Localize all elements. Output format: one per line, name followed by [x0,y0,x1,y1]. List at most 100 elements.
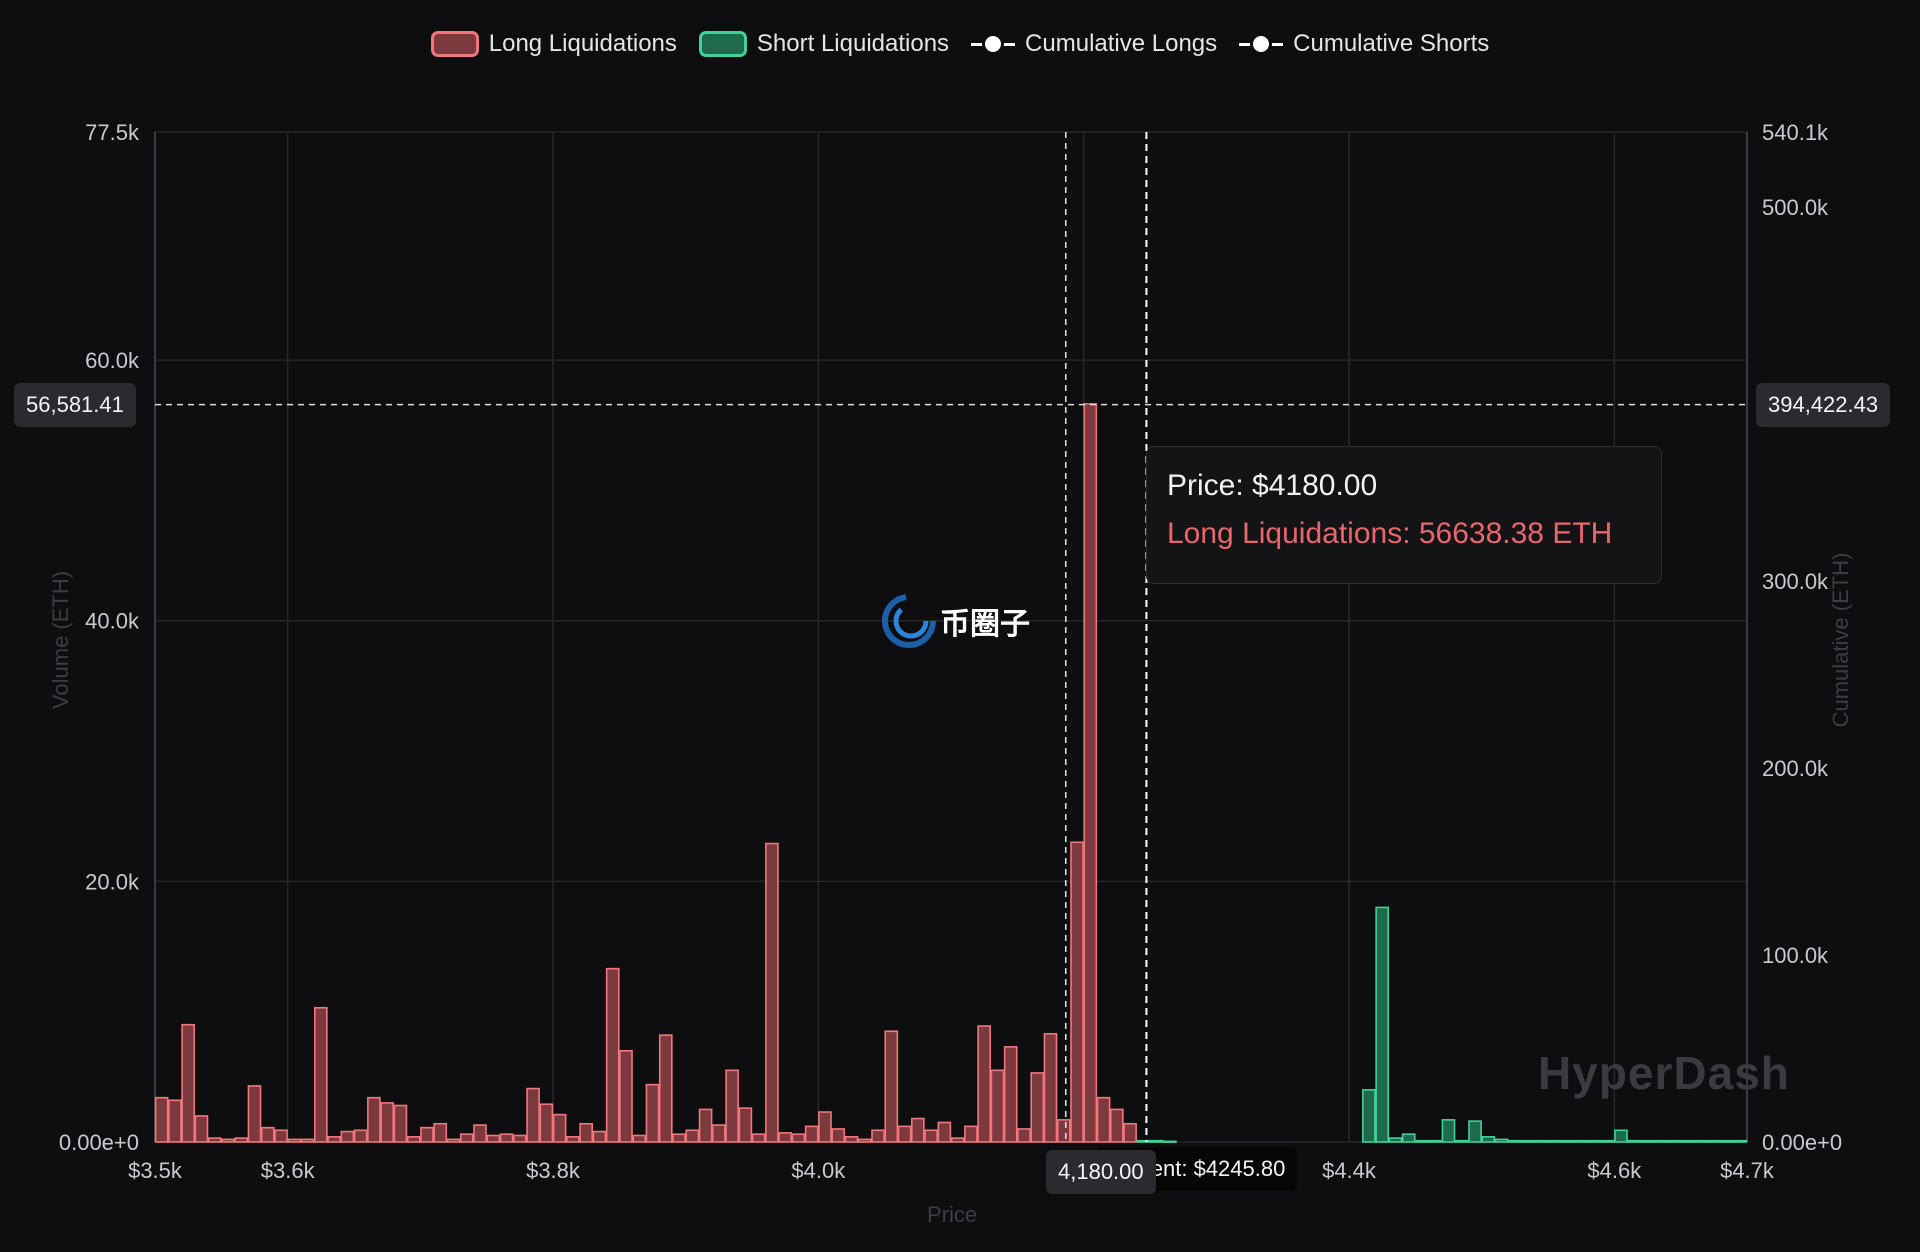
x-tick-label: $4.4k [1322,1158,1377,1183]
liquidation-bar [857,1138,872,1143]
chart-legend: Long Liquidations Short Liquidations Cum… [0,30,1920,58]
legend-item-long-liquidations[interactable]: Long Liquidations [430,30,677,58]
liquidation-bar [1574,1139,1588,1143]
liquidation-bar [1110,1108,1124,1143]
liquidation-bar [260,1126,275,1143]
liquidation-bar [897,1125,912,1143]
liquidation-bar [1428,1139,1443,1143]
liquidation-bar [367,1096,381,1143]
cumulative-longs-line-swatch [971,31,1016,57]
liquidation-bar [1083,403,1098,1143]
liquidation-bars [154,403,1748,1143]
y2-tick-label: 200.0k [1762,756,1829,781]
liquidation-bar [234,1137,249,1143]
liquidation-bar [844,1135,859,1143]
liquidation-bar [977,1025,992,1143]
liquidation-bar [791,1133,806,1143]
liquidation-bar [552,1113,567,1143]
liquidation-bar [1454,1139,1469,1143]
liquidation-bar [1561,1139,1575,1143]
y2-tick-label: 0.00e+0 [1762,1130,1842,1155]
legend-label-cumulative-shorts: Cumulative Shorts [1293,30,1490,57]
crosshair-y-right-label: 394,422.43 [1756,383,1891,427]
liquidation-bar [287,1138,302,1143]
liquidation-bar [1707,1139,1721,1143]
liquidation-bar [1733,1139,1748,1143]
liquidation-bar [221,1138,235,1143]
liquidation-bar [154,1096,169,1143]
liquidation-bar [1468,1120,1482,1143]
liquidation-bar [1096,1096,1111,1143]
liquidation-bar [512,1134,527,1143]
y-tick-label: 20.0k [85,869,140,894]
liquidation-bar [406,1135,421,1143]
liquidation-bar [950,1137,965,1143]
y2-axis-title: Cumulative (ETH) [1828,553,1853,728]
y-tick-label: 40.0k [85,609,140,634]
liquidation-bar [1667,1139,1681,1143]
liquidation-bar [1056,1119,1071,1143]
grid-lines [154,131,1748,1143]
x-tick-label: $4.7k [1720,1158,1775,1183]
legend-item-cumulative-shorts[interactable]: Cumulative Shorts [1239,30,1489,58]
liquidation-bar [592,1130,607,1143]
liquidation-bar [645,1083,660,1143]
liquidation-bar [1627,1139,1642,1143]
liquidation-bar [725,1069,739,1143]
liquidation-bar [1720,1139,1734,1143]
liquidation-bar [393,1104,408,1143]
y-axis-title: Volume (ETH) [48,571,73,709]
liquidation-bar [446,1138,461,1143]
liquidation-bar [181,1023,195,1143]
liquidation-bar [486,1134,501,1143]
liquidation-bar [778,1132,793,1143]
liquidation-bar [1123,1122,1137,1143]
liquidation-bar [539,1103,554,1143]
liquidation-bar [1521,1139,1535,1143]
y2-tick-label: 300.0k [1762,569,1829,594]
liquidation-bar [207,1137,222,1143]
liquidation-bar [924,1129,938,1143]
x-tick-label: $3.5k [128,1158,183,1183]
liquidation-bar [1388,1137,1403,1143]
logo-text: 币圈子 [940,607,1030,642]
liquidation-bar [1494,1138,1509,1143]
liquidation-bar [353,1129,368,1143]
y2-tick-label: 500.0k [1762,195,1829,220]
liquidation-bar [1614,1129,1628,1143]
liquidation-bar [738,1107,753,1143]
crosshair-y-left-label: 56,581.41 [14,383,136,427]
hyperdash-watermark: HyperDash [1538,1047,1790,1099]
legend-label-cumulative-longs: Cumulative Longs [1025,30,1218,57]
liquidation-bar [619,1049,633,1143]
liquidation-bar [194,1115,209,1143]
liquidation-bar [274,1129,288,1143]
liquidation-bar [871,1129,885,1143]
liquidation-bar [711,1124,726,1143]
liquidation-bar [473,1124,487,1143]
liquidation-bar [1600,1139,1615,1143]
logo-swirl-icon [882,594,936,648]
liquidation-bar [247,1085,262,1143]
y2-tick-label: 540.1k [1762,120,1829,145]
y-tick-label: 60.0k [85,348,140,373]
liquidation-bar [526,1087,540,1143]
liquidation-bar [804,1125,819,1143]
x-tick-label: $3.8k [526,1158,581,1183]
liquidation-bar [579,1122,594,1143]
cumulative-shorts-line-swatch [1239,31,1284,57]
liquidation-bar [1481,1135,1496,1143]
liquidation-bar [1508,1139,1522,1143]
liquidation-bar [1163,1140,1177,1143]
legend-item-cumulative-longs[interactable]: Cumulative Longs [971,30,1217,58]
liquidation-bar [818,1111,832,1143]
liquidation-bar [632,1134,647,1143]
liquidation-bar [751,1133,766,1143]
x-axis-title: Price [927,1202,977,1227]
legend-label-long-liquidations: Long Liquidations [488,30,677,57]
liquidation-bar [1070,841,1084,1143]
liquidation-bar [1003,1046,1018,1143]
y-tick-label: 77.5k [85,120,140,145]
legend-item-short-liquidations[interactable]: Short Liquidations [698,30,949,58]
